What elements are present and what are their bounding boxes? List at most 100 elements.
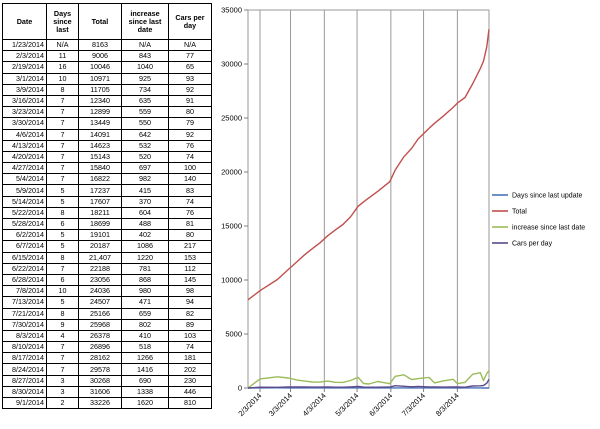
table-cell: 20187 [78,240,122,253]
table-cell: 8/27/2014 [2,374,47,387]
table-cell: 9006 [78,50,122,63]
table-row: 4/27/2014 7 15840 697 100 [2,162,212,175]
table-cell: 925 [121,72,169,85]
series-line-total [247,29,490,301]
table-row: 2/19/2014 16 10046 1040 65 [2,61,212,74]
table-row: 7/21/2014 8 25166 659 82 [2,307,212,320]
table-cell: 7 [46,106,79,119]
table-cell: 25968 [78,318,122,331]
table-cell: 635 [121,94,169,108]
table-cell: 7 [46,117,79,130]
series-line-cars-per-day [247,378,490,389]
table-cell: 5/22/2014 [2,206,47,220]
table-cell: 3/16/2014 [2,94,47,108]
header-increase: increase since last date [121,3,169,40]
y-tick-label: 10000 [221,276,242,285]
table-row: 8/17/2014 7 28162 1266 181 [2,352,212,365]
table-cell: 76 [168,206,212,220]
table-cell: 415 [121,184,169,197]
table-cell: 7 [46,352,79,365]
table-cell: 18699 [78,217,122,231]
table-row: 3/30/2014 7 13449 550 79 [2,117,212,130]
table-cell: 11 [46,50,79,63]
table-cell: 92 [168,128,212,141]
table-cell: 8 [46,251,79,264]
table-cell: 518 [121,341,169,354]
table-cell: 3/9/2014 [2,83,47,96]
table-cell: 76 [168,139,212,152]
table-cell: 7 [46,363,79,376]
header-total: Total [78,3,122,40]
y-tick-label: 5000 [225,330,242,339]
table-cell: 25166 [78,307,122,320]
y-tick-label: 35000 [221,6,242,15]
table-cell: 74 [168,341,212,354]
x-tick-label: 3/3/2014 [267,391,294,418]
table-row: 8/10/2014 7 26896 518 74 [2,341,212,354]
x-tick-label: 5/3/2014 [333,391,360,418]
table-cell: 4/27/2014 [2,162,47,175]
table-row: 5/14/2014 5 17607 370 74 [2,195,212,208]
table-cell: 6 [46,273,79,287]
table-cell: 21,407 [78,251,122,264]
header-cars-per-day: Cars per day [168,3,212,40]
table-cell: 65 [168,61,212,74]
table-cell: 15143 [78,150,122,164]
table-row: 5/4/2014 7 16822 982 140 [2,173,212,186]
table-cell: 8 [46,307,79,320]
table-cell: 16822 [78,173,122,186]
table-cell: N/A [121,38,169,52]
table-cell: 1416 [121,363,169,376]
table-cell: 33226 [78,396,122,410]
table-row: 4/20/2014 7 15143 520 74 [2,150,212,164]
x-tick-label: 7/3/2014 [400,391,427,418]
table-row: 4/13/2014 7 14623 532 76 [2,139,212,152]
table-cell: 7 [46,341,79,354]
table-cell: N/A [46,38,79,52]
table-row: 3/1/2014 10 10971 925 93 [2,72,212,85]
table-cell: 8163 [78,38,122,52]
table-cell: 11705 [78,83,122,96]
table-cell: 100 [168,162,212,175]
table-cell: 4 [46,329,79,343]
table-cell: 77 [168,50,212,63]
table-cell: 5 [46,296,79,309]
table-cell: 28162 [78,352,122,365]
table-cell: 604 [121,206,169,220]
table-cell: 488 [121,217,169,231]
table-cell: 2/19/2014 [2,61,47,74]
table-cell: 532 [121,139,169,152]
table-cell: 1338 [121,385,169,399]
table-cell: 10971 [78,72,122,85]
table-cell: 1040 [121,61,169,74]
table-cell: 697 [121,162,169,175]
legend-label-total: Total [512,209,527,216]
table-cell: 103 [168,329,212,343]
legend-label-increase-since-last-date: increase since last date [512,225,585,232]
table-cell: 12340 [78,94,122,108]
table-row: 6/28/2014 6 23056 868 145 [2,273,212,287]
y-tick-label: 0 [238,384,242,393]
table-row: 7/8/2014 10 24036 980 98 [2,285,212,298]
y-tick-label: 15000 [221,222,242,231]
table-cell: 89 [168,318,212,331]
table-cell: 471 [121,296,169,309]
table-row: 1/23/2014 N/A 8163 N/A N/A [2,38,212,52]
table-cell: 18211 [78,206,122,220]
table-cell: 230 [168,374,212,387]
table-cell: 74 [168,195,212,208]
table-row: 6/22/2014 7 22188 781 112 [2,262,212,275]
table-cell: 402 [121,229,169,242]
table-cell: 7/21/2014 [2,307,47,320]
table-cell: 810 [168,396,212,410]
table-row: 6/2/2014 5 19101 402 80 [2,229,212,242]
table-cell: 446 [168,385,212,399]
table-cell: 5/14/2014 [2,195,47,208]
x-tick-label: 2/3/2014 [236,391,263,418]
table-cell: 14091 [78,128,122,141]
x-tick-label: 4/3/2014 [301,391,328,418]
table-cell: 24507 [78,296,122,309]
table-cell: 17607 [78,195,122,208]
table-cell: 8/3/2014 [2,329,47,343]
table-row: 9/1/2014 2 33226 1620 810 [2,396,212,410]
